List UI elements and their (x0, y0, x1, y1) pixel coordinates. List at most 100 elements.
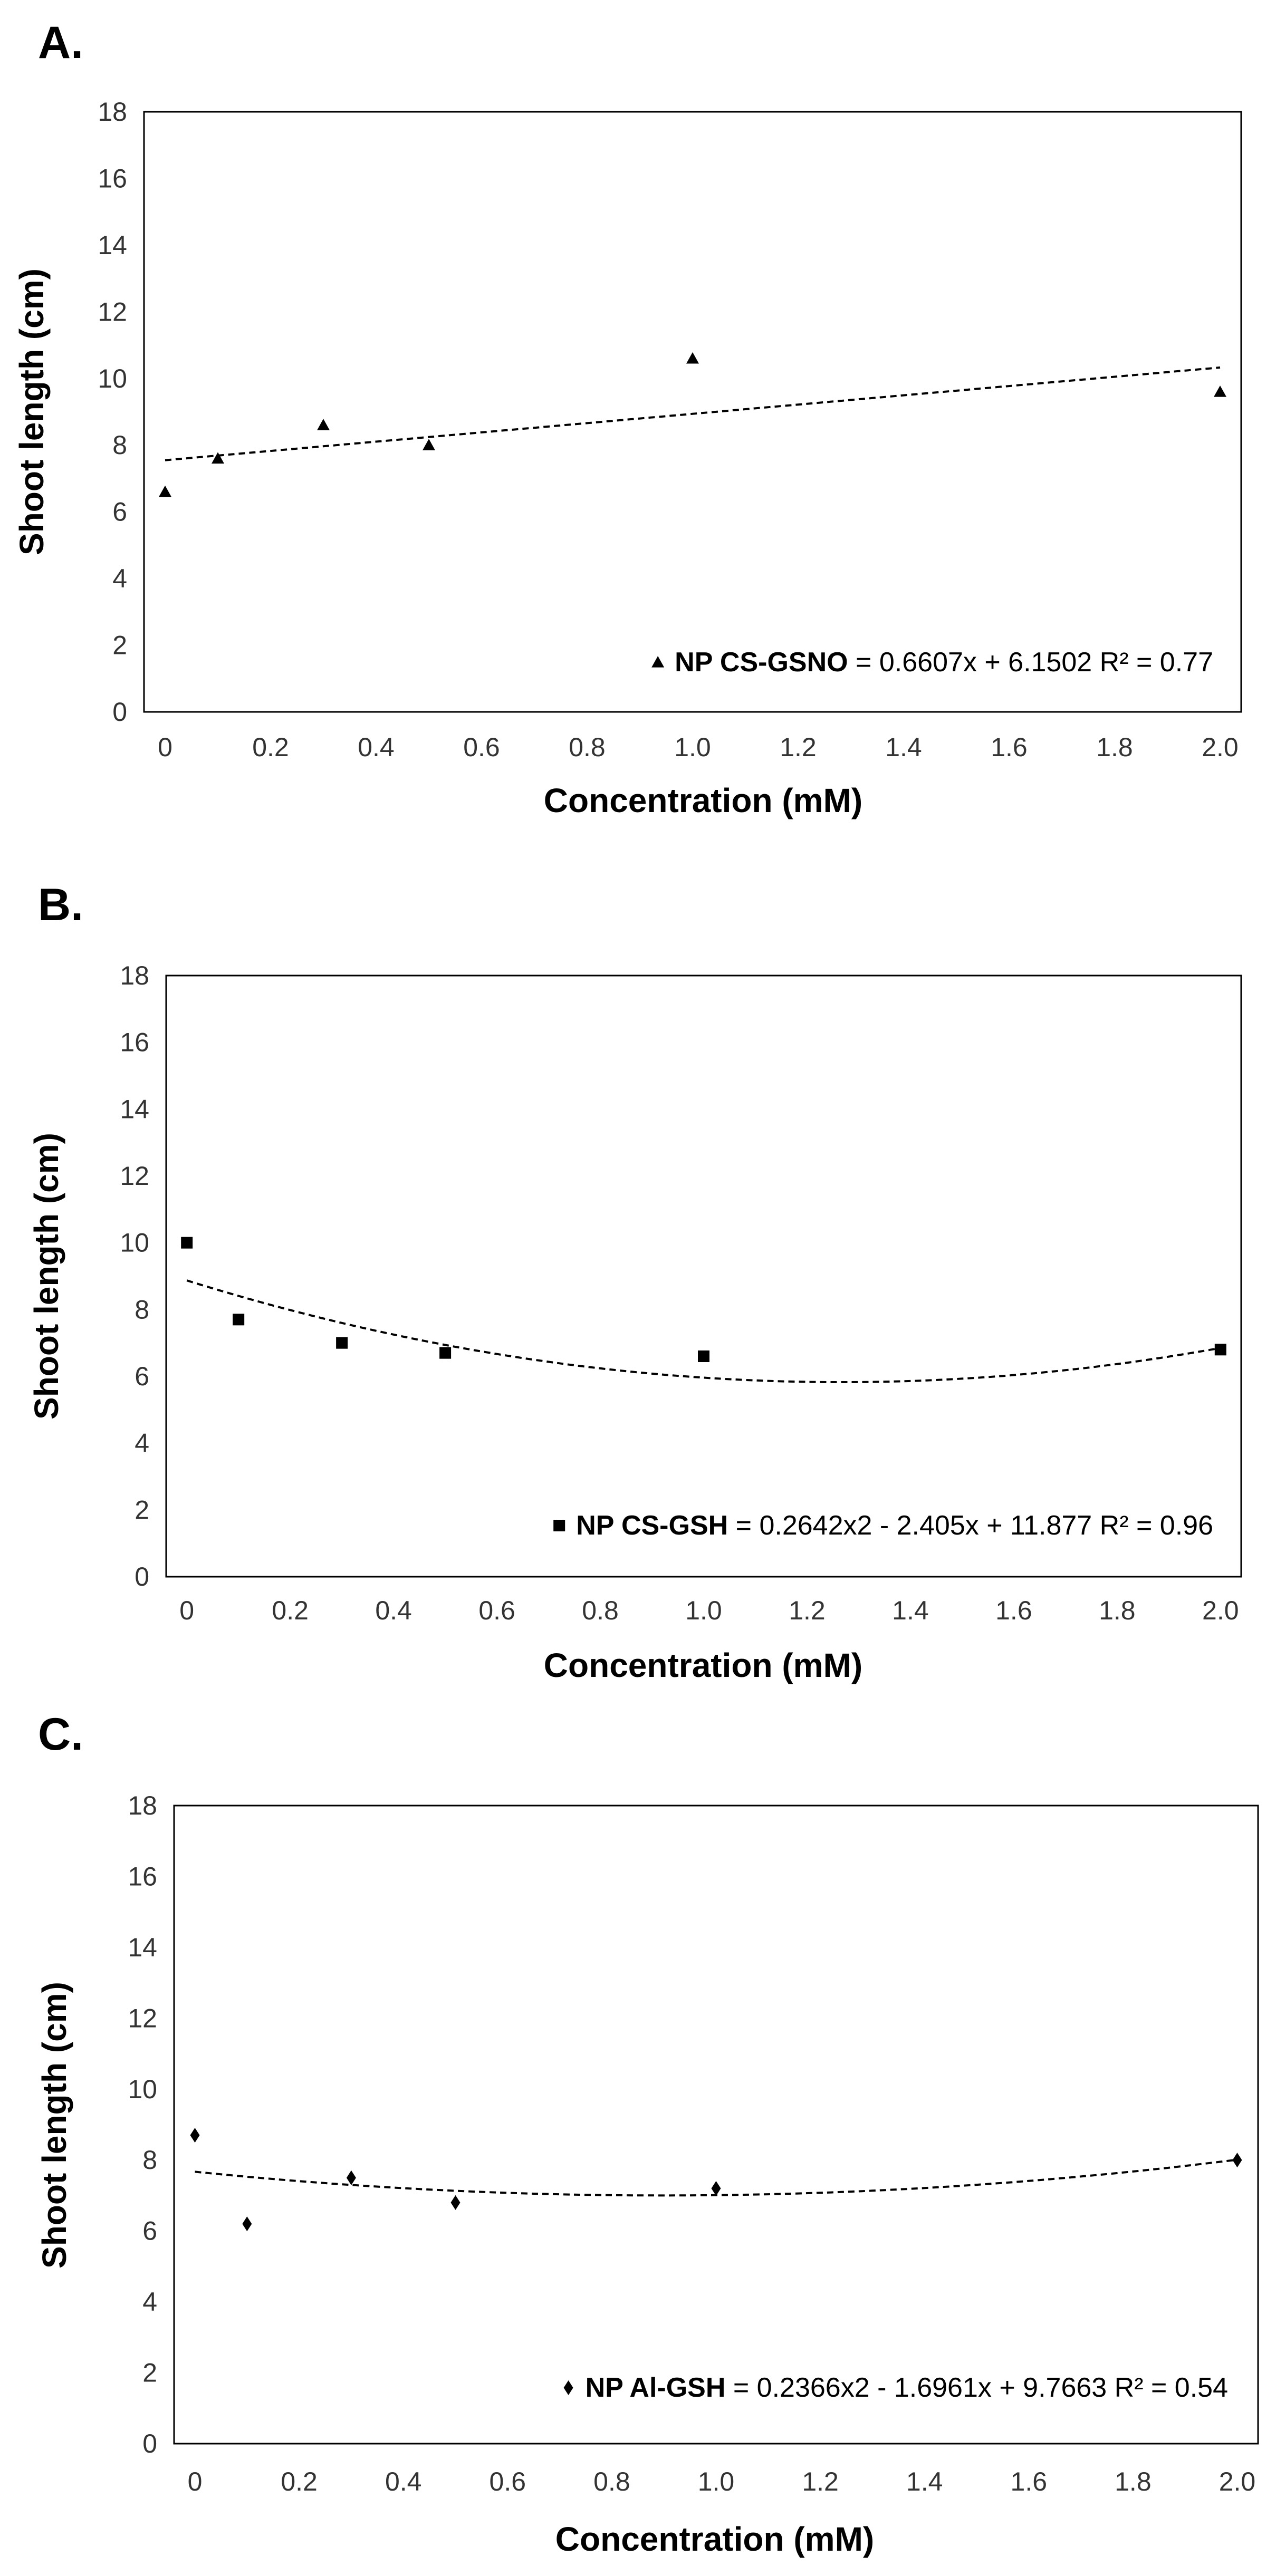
y-tick-label: 2 (135, 1495, 149, 1525)
legend-series-name: NP Al-GSH (586, 2372, 726, 2403)
y-tick-label: 2 (142, 2358, 157, 2388)
x-tick-label: 0.6 (490, 2467, 526, 2496)
data-point (1214, 385, 1226, 397)
legend: NP CS-GSH = 0.2642x2 - 2.405x + 11.877 R… (553, 1510, 1213, 1541)
x-tick-label: 0 (158, 732, 172, 762)
plot-frame (143, 111, 1242, 713)
data-point (686, 352, 699, 364)
trendline (186, 1279, 1221, 1383)
legend: NP Al-GSH = 0.2366x2 - 1.6961x + 9.7663 … (563, 2372, 1228, 2403)
x-tick-label: 0.8 (593, 2467, 630, 2496)
y-tick-label: 8 (135, 1295, 149, 1324)
x-tick-label: 0.4 (385, 2467, 422, 2496)
x-tick-label: 1.4 (892, 1596, 929, 1625)
x-tick-label: 0.2 (252, 732, 289, 762)
data-point (711, 2181, 721, 2196)
legend-marker-icon (563, 2380, 573, 2395)
y-tick-label: 4 (142, 2287, 157, 2317)
y-tick-label: 0 (112, 697, 127, 727)
panel-label: C. (38, 1709, 83, 1760)
data-point (423, 439, 435, 450)
data-point (242, 2216, 252, 2232)
x-tick-label: 0.6 (478, 1596, 515, 1625)
y-tick-label: 14 (128, 1933, 157, 1962)
x-tick-label: 1.6 (1011, 2467, 1048, 2496)
trendline (165, 366, 1221, 461)
x-tick-label: 0.8 (569, 732, 606, 762)
y-tick-label: 4 (135, 1429, 149, 1458)
y-axis-title: Shoot length (cm) (13, 268, 51, 555)
data-point (1214, 1344, 1226, 1356)
y-tick-label: 2 (112, 631, 127, 660)
data-point (190, 2128, 200, 2143)
x-tick-label: 0.4 (375, 1596, 412, 1625)
x-tick-label: 1.0 (674, 732, 711, 762)
x-tick-label: 0 (179, 1596, 194, 1625)
x-tick-label: 0.2 (272, 1596, 309, 1625)
y-tick-label: 18 (98, 97, 127, 127)
y-tick-label: 12 (98, 297, 127, 326)
data-point (212, 452, 224, 464)
y-tick-label: 18 (128, 1791, 157, 1820)
x-tick-label: 1.0 (698, 2467, 735, 2496)
data-point (450, 2195, 460, 2210)
data-point (698, 1350, 709, 1362)
x-axis-title: Concentration (mM) (544, 782, 862, 819)
x-tick-label: 1.6 (991, 732, 1028, 762)
x-axis-title: Concentration (mM) (544, 1646, 862, 1684)
plot-frame (173, 1805, 1259, 2445)
legend: NP CS-GSNO = 0.6607x + 6.1502 R² = 0.77 (651, 647, 1213, 678)
y-tick-label: 8 (112, 430, 127, 460)
y-tick-label: 6 (142, 2216, 157, 2246)
y-tick-label: 0 (135, 1562, 149, 1591)
x-tick-label: 2.0 (1202, 732, 1239, 762)
legend-series-name: NP CS-GSNO (675, 647, 848, 678)
data-point (181, 1237, 193, 1249)
y-tick-label: 10 (128, 2075, 157, 2104)
x-tick-label: 1.4 (906, 2467, 943, 2496)
data-point (1232, 2153, 1242, 2168)
data-point (233, 1314, 245, 1326)
y-tick-label: 16 (120, 1028, 149, 1057)
x-tick-label: 0.4 (358, 732, 395, 762)
x-tick-label: 0.2 (281, 2467, 318, 2496)
y-tick-label: 16 (98, 163, 127, 193)
legend-series-name: NP CS-GSH (576, 1510, 728, 1541)
y-tick-label: 10 (120, 1228, 149, 1258)
legend-marker-icon (651, 656, 665, 668)
y-tick-label: 18 (120, 961, 149, 990)
y-tick-label: 16 (128, 1861, 157, 1891)
x-tick-label: 1.2 (802, 2467, 839, 2496)
y-tick-label: 14 (98, 230, 127, 260)
legend-equation: = 0.6607x + 6.1502 R² = 0.77 (848, 647, 1213, 678)
y-tick-label: 14 (120, 1094, 149, 1124)
legend-text: NP CS-GSNO = 0.6607x + 6.1502 R² = 0.77 (675, 647, 1213, 678)
x-tick-label: 0 (188, 2467, 203, 2496)
legend-marker-icon (553, 1520, 565, 1531)
x-tick-label: 0.6 (463, 732, 500, 762)
x-tick-label: 1.4 (885, 732, 922, 762)
data-point (336, 1337, 348, 1349)
data-point (439, 1347, 452, 1359)
y-tick-label: 6 (135, 1362, 149, 1391)
legend-equation: = 0.2366x2 - 1.6961x + 9.7663 R² = 0.54 (725, 2372, 1228, 2403)
chart-panel-c: C. 0 2 4 6 8 10 12 14 16 18 0 0.2 0.4 0.6 0.8 1.0 1.2 1.4 1… (35, 1709, 1259, 2558)
panel-label: A. (38, 17, 83, 68)
x-tick-label: 1.8 (1115, 2467, 1152, 2496)
plot-frame (165, 975, 1242, 1578)
x-tick-label: 1.8 (1096, 732, 1133, 762)
legend-text: NP CS-GSH = 0.2642x2 - 2.405x + 11.877 R… (576, 1510, 1213, 1541)
y-axis-title: Shoot length (cm) (27, 1133, 65, 1420)
y-tick-label: 6 (112, 497, 127, 527)
legend-equation: = 0.2642x2 - 2.405x + 11.877 R² = 0.96 (728, 1510, 1213, 1541)
y-axis-title: Shoot length (cm) (35, 1982, 73, 2269)
y-tick-label: 10 (98, 364, 127, 393)
y-tick-label: 12 (128, 2003, 157, 2033)
x-tick-label: 1.8 (1099, 1596, 1136, 1625)
x-tick-label: 1.6 (995, 1596, 1032, 1625)
y-tick-label: 8 (142, 2145, 157, 2175)
chart-panel-b: B. 0 2 4 6 8 10 12 14 16 18 0 0.2 0.4 0.6 0.8 1.0 1.2 1.4 1… (27, 880, 1242, 1684)
x-tick-label: 2.0 (1202, 1596, 1239, 1625)
y-tick-label: 12 (120, 1161, 149, 1191)
